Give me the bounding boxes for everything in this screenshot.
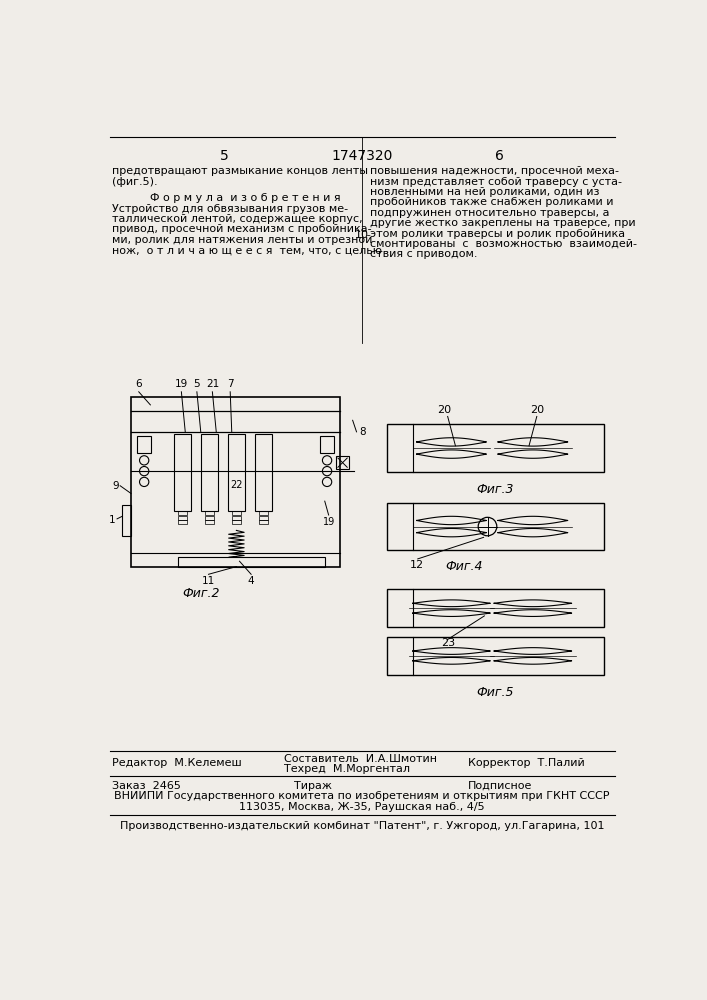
Text: 1: 1 [109, 515, 115, 525]
Text: Производственно-издательский комбинат "Патент", г. Ужгород, ул.Гагарина, 101: Производственно-издательский комбинат "П… [119, 821, 604, 831]
Text: 11: 11 [202, 576, 215, 586]
Text: 19: 19 [175, 379, 188, 389]
Bar [259, 520, 268, 524]
Text: таллической лентой, содержащее корпус,: таллической лентой, содержащее корпус, [112, 214, 362, 224]
Text: подпружинен относительно траверсы, а: подпружинен относительно траверсы, а [370, 208, 609, 218]
Text: привод, просечной механизм с пробойника-: привод, просечной механизм с пробойника- [112, 224, 371, 234]
Text: 21: 21 [206, 379, 219, 389]
Text: (фиг.5).: (фиг.5). [112, 177, 157, 187]
Text: 19: 19 [322, 517, 334, 527]
Bar [201, 434, 218, 511]
Bar [228, 434, 245, 511]
Text: 6: 6 [495, 149, 503, 163]
Text: другие жестко закреплены на траверсе, при: другие жестко закреплены на траверсе, пр… [370, 218, 636, 228]
Text: Ф о р м у л а  и з о б р е т е н и я: Ф о р м у л а и з о б р е т е н и я [151, 193, 341, 203]
Text: 12: 12 [410, 560, 424, 570]
Text: смонтированы  с  возможностью  взаимодей-: смонтированы с возможностью взаимодей- [370, 239, 637, 249]
Bar [177, 511, 187, 515]
Text: Тираж: Тираж [294, 781, 332, 791]
Bar [232, 511, 241, 515]
Text: Составитель  И.А.Шмотин: Составитель И.А.Шмотин [284, 754, 438, 764]
Text: ВНИИПИ Государственного комитета по изобретениям и открытиям при ГКНТ СССР: ВНИИПИ Государственного комитета по изоб… [115, 791, 609, 801]
Text: Подписное: Подписное [468, 781, 532, 791]
Text: нож,  о т л и ч а ю щ е е с я  тем, что, с целью: нож, о т л и ч а ю щ е е с я тем, что, с… [112, 245, 382, 255]
Bar [387, 424, 604, 472]
Bar [259, 516, 268, 520]
Bar [204, 511, 214, 515]
Bar [122, 505, 131, 536]
Text: Техред  М.Моргентал: Техред М.Моргентал [284, 764, 411, 774]
Bar [232, 520, 241, 524]
Text: 22: 22 [230, 480, 243, 490]
Bar [177, 520, 187, 524]
Bar [177, 557, 325, 567]
Bar [259, 511, 268, 515]
Text: пробойников также снабжен роликами и: пробойников также снабжен роликами и [370, 197, 613, 207]
Text: 8: 8 [359, 427, 366, 437]
Bar [387, 589, 604, 627]
Text: 9: 9 [112, 481, 119, 491]
Bar [387, 637, 604, 675]
Text: 7: 7 [227, 379, 233, 389]
Text: 23: 23 [441, 638, 455, 648]
Text: предотвращают размыкание концов ленты: предотвращают размыкание концов ленты [112, 166, 368, 176]
Text: новленными на ней роликами, один из: новленными на ней роликами, один из [370, 187, 600, 197]
Text: повышения надежности, просечной меха-: повышения надежности, просечной меха- [370, 166, 619, 176]
Text: ствия с приводом.: ствия с приводом. [370, 249, 477, 259]
Text: 20: 20 [530, 405, 544, 415]
Text: 1747320: 1747320 [332, 149, 392, 163]
Text: 5: 5 [221, 149, 229, 163]
Text: Корректор  Т.Палий: Корректор Т.Палий [468, 758, 585, 768]
Bar [131, 397, 340, 567]
Text: ми, ролик для натяжения ленты и отрезной: ми, ролик для натяжения ленты и отрезной [112, 235, 372, 245]
Bar [320, 436, 334, 453]
Text: Фиг.3: Фиг.3 [477, 483, 514, 496]
Bar [387, 503, 604, 550]
Text: Редактор  М.Келемеш: Редактор М.Келемеш [112, 758, 241, 768]
Text: низм представляет собой траверсу с уста-: низм представляет собой траверсу с уста- [370, 177, 621, 187]
Bar [204, 516, 214, 520]
Text: 5: 5 [194, 379, 200, 389]
Text: 20: 20 [437, 405, 451, 415]
Text: Заказ  2465: Заказ 2465 [112, 781, 180, 791]
Bar [232, 516, 241, 520]
Text: 4: 4 [248, 576, 255, 586]
Bar [255, 434, 272, 511]
Text: 6: 6 [136, 379, 142, 389]
Text: Устройство для обвязывания грузов ме-: Устройство для обвязывания грузов ме- [112, 204, 348, 214]
Text: Фиг.5: Фиг.5 [477, 686, 514, 699]
Bar [337, 456, 349, 469]
Text: 113035, Москва, Ж-35, Раушская наб., 4/5: 113035, Москва, Ж-35, Раушская наб., 4/5 [239, 802, 485, 812]
Text: 10: 10 [355, 230, 369, 240]
Text: этом ролики траверсы и ролик пробойника: этом ролики траверсы и ролик пробойника [370, 229, 625, 239]
Text: Фиг.4: Фиг.4 [445, 560, 482, 573]
Bar [204, 520, 214, 524]
Bar [177, 516, 187, 520]
Bar [174, 434, 191, 511]
Bar [137, 436, 151, 453]
Text: Фиг.2: Фиг.2 [182, 587, 219, 600]
